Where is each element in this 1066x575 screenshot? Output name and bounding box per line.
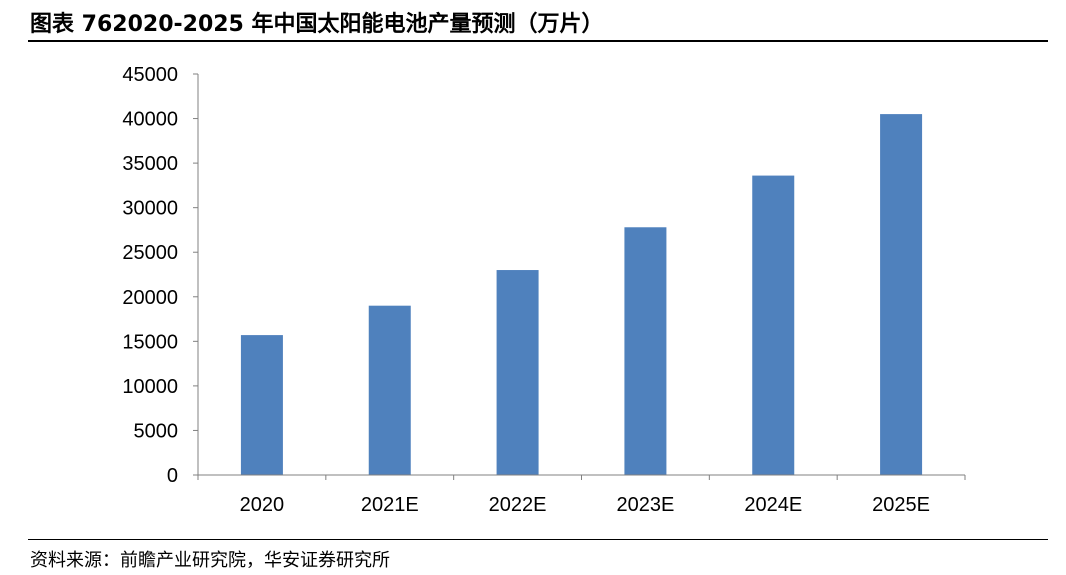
- bar-2023E: [624, 227, 667, 475]
- y-tick-label: 35000: [122, 153, 178, 175]
- chart-title: 图表 762020-2025 年中国太阳能电池产量预测（万片）: [30, 12, 604, 37]
- bar-2025E: [880, 114, 923, 475]
- y-tick-label: 30000: [122, 198, 178, 220]
- bar-2021E: [368, 305, 411, 475]
- title-rule: [28, 40, 1048, 42]
- x-tick-label: 2021E: [361, 494, 419, 516]
- y-tick-label: 0: [167, 465, 178, 487]
- y-tick-label: 5000: [134, 420, 179, 442]
- y-tick-label: 20000: [122, 287, 178, 309]
- x-tick-label: 2020: [240, 494, 285, 516]
- x-tick-label: 2024E: [744, 494, 802, 516]
- y-tick-label: 15000: [122, 331, 178, 353]
- x-tick-label: 2022E: [489, 494, 547, 516]
- y-tick-label: 40000: [122, 109, 178, 131]
- x-tick-labels: 2020 2021E 2022E 2023E 2024E 2025E: [240, 494, 930, 516]
- bar-2022E: [496, 270, 539, 475]
- y-tick-label: 25000: [122, 242, 178, 264]
- bars-group: [240, 114, 923, 475]
- bar-2020: [240, 335, 283, 475]
- source-note: 资料来源：前瞻产业研究院，华安证券研究所: [30, 550, 390, 571]
- axes-group: [193, 73, 966, 480]
- y-tick-label: 10000: [122, 376, 178, 398]
- source-rule: [28, 539, 1048, 540]
- x-tick-label: 2023E: [616, 494, 674, 516]
- x-tick-label: 2025E: [872, 494, 930, 516]
- y-tick-labels: 0 5000 10000 15000 20000 25000 30000 35000 40000…: [122, 64, 178, 487]
- y-tick-label: 45000: [122, 64, 178, 86]
- bar-2024E: [752, 175, 795, 475]
